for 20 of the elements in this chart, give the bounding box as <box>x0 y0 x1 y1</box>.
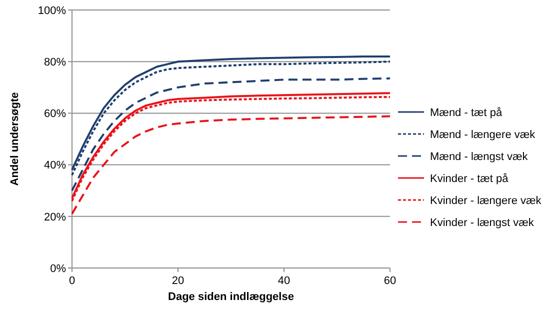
y-tick-label: 0% <box>50 262 66 275</box>
x-tick-label: 60 <box>384 275 396 287</box>
line-series <box>71 77 391 192</box>
y-tick-label: 80% <box>44 56 66 68</box>
legend-label: Kvinder - længst væk <box>430 216 534 229</box>
x-tick-label: 20 <box>172 275 184 287</box>
legend-label: Mænd - tæt på <box>430 106 504 119</box>
legend-label: Mænd - længst væk <box>430 150 528 163</box>
legend-label: Kvinder - længere væk <box>430 194 542 207</box>
x-axis-title: Dage siden indlæggelse <box>168 291 294 303</box>
y-axis-title: Andel undersøgte <box>9 92 21 186</box>
legend-label: Kvinder - tæt på <box>430 172 510 185</box>
y-tick-label: 60% <box>44 108 66 120</box>
y-tick-label: 100% <box>38 4 66 17</box>
line-series <box>71 115 391 215</box>
x-tick-label: 40 <box>278 275 290 287</box>
y-tick-label: 20% <box>44 211 66 224</box>
legend-label: Mænd - længere væk <box>430 128 536 141</box>
y-tick-label: 40% <box>44 160 66 172</box>
x-tick-label: 0 <box>68 275 76 287</box>
